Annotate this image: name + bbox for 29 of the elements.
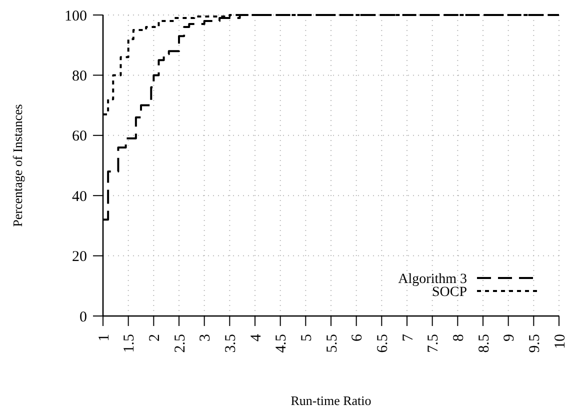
x-axis-title: Run-time Ratio — [290, 393, 372, 408]
x-tick-label: 8 — [450, 334, 467, 342]
legend-label: SOCP — [432, 284, 468, 300]
x-tick-label: 1 — [96, 334, 112, 342]
y-axis-title: Percentage of Instances — [10, 104, 25, 227]
x-tick-label: 5 — [298, 334, 315, 342]
x-tick-label: 10 — [552, 334, 568, 349]
x-tick-label: 6 — [350, 334, 366, 342]
y-tick-label: 60 — [72, 128, 87, 145]
x-tick-label: 9 — [502, 334, 518, 342]
x-tick-label: 6.5 — [374, 334, 391, 353]
legend-label: Algorithm 3 — [398, 272, 467, 287]
x-tick-label: 2.5 — [172, 334, 188, 353]
x-tick-label: 3.5 — [222, 334, 239, 353]
y-tick-label: 100 — [64, 8, 87, 24]
x-tick-label: 3 — [198, 334, 214, 342]
x-tick-label: 9.5 — [526, 334, 543, 353]
y-tick-label: 80 — [72, 68, 87, 84]
y-tick-label: 40 — [72, 188, 87, 205]
x-tick-label: 4 — [248, 334, 264, 342]
y-tick-label: 0 — [80, 309, 87, 326]
x-tick-label: 2 — [146, 334, 163, 342]
x-tick-label: 7 — [400, 334, 416, 342]
x-tick-label: 4.5 — [274, 334, 290, 353]
x-tick-label: 1.5 — [122, 334, 138, 353]
y-tick-label: 20 — [72, 249, 87, 266]
x-tick-label: 5.5 — [324, 334, 340, 353]
x-tick-label: 8.5 — [476, 334, 492, 353]
x-tick-label: 7.5 — [426, 334, 442, 353]
